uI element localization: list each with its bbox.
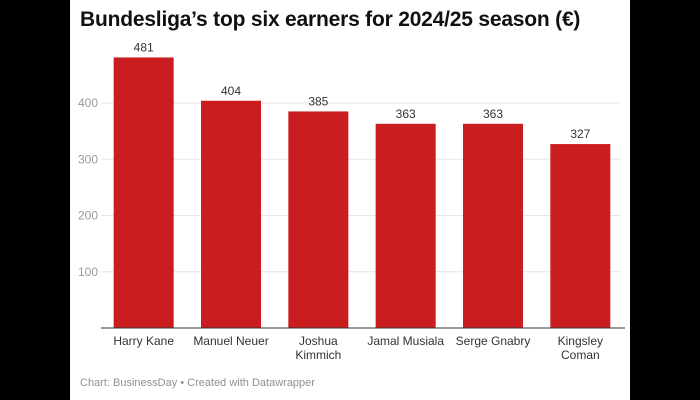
bar <box>201 100 261 328</box>
y-tick-label: 100 <box>78 265 98 279</box>
x-tick-label: Manuel Neuer <box>193 334 268 348</box>
x-tick-label-line: Jamal Musiala <box>367 334 444 348</box>
x-tick-label-line: Kingsley <box>558 334 603 348</box>
bar <box>550 144 611 328</box>
y-tick-label: 200 <box>78 209 98 223</box>
data-label: 327 <box>570 127 590 141</box>
bar <box>288 111 349 328</box>
data-label: 404 <box>221 84 241 98</box>
x-tick-label: Harry Kane <box>113 334 174 348</box>
x-tick-label: Kingsley Coman <box>558 334 603 362</box>
chart-title: Bundesliga’s top six earners for 2024/25… <box>80 8 581 31</box>
y-tick-label: 400 <box>78 96 98 110</box>
x-tick-label-line: Joshua <box>299 334 338 348</box>
y-tick-label: 300 <box>78 152 98 166</box>
chart-footer: Chart: BusinessDay • Created with Datawr… <box>80 377 315 389</box>
x-tick-label-line: Harry Kane <box>113 334 174 348</box>
x-tick-label: Jamal Musiala <box>367 334 444 348</box>
bar <box>375 123 436 328</box>
bar <box>113 57 174 328</box>
x-tick-label-line: Kimmich <box>295 348 341 362</box>
x-tick-label-line: Manuel Neuer <box>193 334 268 348</box>
data-label: 385 <box>308 94 328 108</box>
data-label: 481 <box>134 40 154 54</box>
x-tick-label-line: Serge Gnabry <box>456 334 531 348</box>
data-label: 363 <box>483 107 503 121</box>
x-tick-label-line: Coman <box>561 348 600 362</box>
data-label: 363 <box>396 107 416 121</box>
x-tick-label: Serge Gnabry <box>456 334 531 348</box>
bar <box>463 123 523 328</box>
x-tick-label: Joshua Kimmich <box>295 334 341 362</box>
